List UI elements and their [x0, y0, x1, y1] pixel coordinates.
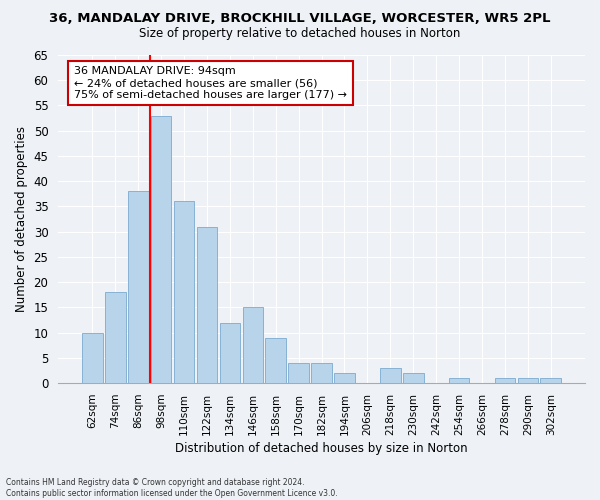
Bar	[311, 363, 332, 383]
Bar	[541, 378, 561, 383]
Bar	[197, 226, 217, 383]
X-axis label: Distribution of detached houses by size in Norton: Distribution of detached houses by size …	[175, 442, 468, 455]
Y-axis label: Number of detached properties: Number of detached properties	[15, 126, 28, 312]
Bar	[380, 368, 401, 383]
Bar	[174, 202, 194, 383]
Bar	[334, 373, 355, 383]
Bar	[449, 378, 469, 383]
Bar	[151, 116, 172, 383]
Text: 36 MANDALAY DRIVE: 94sqm
← 24% of detached houses are smaller (56)
75% of semi-d: 36 MANDALAY DRIVE: 94sqm ← 24% of detach…	[74, 66, 347, 100]
Bar	[82, 332, 103, 383]
Bar	[128, 192, 149, 383]
Bar	[518, 378, 538, 383]
Bar	[289, 363, 309, 383]
Text: Size of property relative to detached houses in Norton: Size of property relative to detached ho…	[139, 28, 461, 40]
Bar	[220, 322, 240, 383]
Text: 36, MANDALAY DRIVE, BROCKHILL VILLAGE, WORCESTER, WR5 2PL: 36, MANDALAY DRIVE, BROCKHILL VILLAGE, W…	[49, 12, 551, 26]
Bar	[494, 378, 515, 383]
Bar	[403, 373, 424, 383]
Bar	[105, 292, 125, 383]
Text: Contains HM Land Registry data © Crown copyright and database right 2024.
Contai: Contains HM Land Registry data © Crown c…	[6, 478, 338, 498]
Bar	[242, 308, 263, 383]
Bar	[265, 338, 286, 383]
